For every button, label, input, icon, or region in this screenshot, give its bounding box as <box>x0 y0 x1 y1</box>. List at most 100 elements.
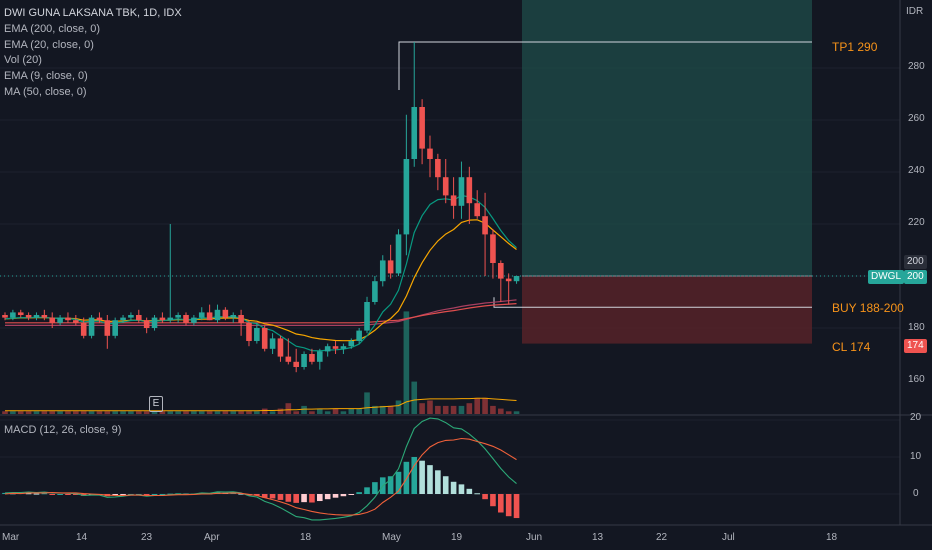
macd-histogram-bar <box>411 457 418 494</box>
macd-histogram-bar <box>41 493 48 495</box>
candle-body <box>317 351 323 362</box>
volume-bar <box>198 411 205 414</box>
macd-histogram-bar <box>340 494 347 497</box>
macd-histogram-bar <box>458 484 465 494</box>
macd-histogram-bar <box>301 494 307 503</box>
candle-body <box>293 361 299 367</box>
macd-histogram-bar <box>277 494 284 500</box>
candle-body <box>191 317 197 323</box>
indicator-legend: DWI GUNA LAKSANA TBK, 1D, IDX EMA (200, … <box>4 6 182 101</box>
macd-histogram-bar <box>57 494 63 495</box>
macd-histogram-bar <box>419 460 425 494</box>
volume-bar <box>25 411 32 414</box>
volume-bar <box>151 411 158 414</box>
volume-bar <box>269 411 276 414</box>
candle-body <box>254 328 260 341</box>
volume-bar <box>10 411 16 414</box>
macd-histogram-bar <box>317 494 323 502</box>
candle-body <box>238 315 244 323</box>
legend-volume[interactable]: Vol (20) <box>4 54 42 67</box>
candle-body <box>88 317 95 336</box>
volume-bar <box>513 411 520 414</box>
candle-body <box>498 263 504 279</box>
volume-bar <box>143 411 150 414</box>
volume-bar <box>191 411 197 414</box>
legend-ema20[interactable]: EMA (20, close, 0) <box>4 38 94 51</box>
candle-body <box>324 346 331 352</box>
volume-bar <box>254 411 260 414</box>
macd-histogram-bar <box>285 494 292 502</box>
macd-histogram-bar <box>395 471 402 494</box>
macd-histogram-bar <box>120 494 126 495</box>
candle-body <box>128 315 134 318</box>
macd-histogram-bar <box>442 476 449 494</box>
candle-body <box>419 107 425 149</box>
level-200-badge: 200 <box>904 255 927 269</box>
macd-histogram-bar <box>293 494 299 503</box>
time-tick: 23 <box>141 532 153 543</box>
volume-bar <box>450 405 457 414</box>
candle-body <box>379 260 386 282</box>
macd-histogram-bar <box>490 494 496 507</box>
volume-bar <box>120 411 126 414</box>
macd-histogram-bar <box>49 494 56 495</box>
volume-bar <box>285 403 292 414</box>
candle-body <box>332 346 339 349</box>
signal-line <box>4 437 517 516</box>
time-tick: 14 <box>76 532 88 543</box>
macd-histogram-bar <box>269 494 276 499</box>
candle-body <box>411 107 418 159</box>
volume-bar <box>112 411 118 414</box>
candle-body <box>25 315 32 318</box>
volume-bar <box>324 411 331 414</box>
macd-tick: 20 <box>910 412 922 423</box>
candle-body <box>458 177 465 206</box>
macd-histogram-bar <box>309 494 315 503</box>
volume-bar <box>309 411 315 414</box>
earnings-marker[interactable]: E <box>149 396 163 412</box>
candle-body <box>261 328 268 349</box>
candle-body <box>104 320 111 336</box>
macd-histogram-bar <box>151 494 158 495</box>
macd-histogram-bar <box>498 494 504 513</box>
legend-ema9[interactable]: EMA (9, close, 0) <box>4 70 88 83</box>
candle-body <box>246 322 252 341</box>
candle-body <box>356 330 362 341</box>
price-tick: 160 <box>908 374 925 385</box>
volume-bar <box>372 405 378 414</box>
volume-bar <box>427 400 433 414</box>
macd-histogram-bar <box>112 494 118 496</box>
macd-histogram-bar <box>167 493 174 495</box>
ticker-badge: DWGL <box>868 270 904 284</box>
time-tick: Apr <box>204 532 220 543</box>
candle-body <box>435 159 441 178</box>
candle-body <box>183 315 189 323</box>
volume-bar <box>73 411 79 414</box>
buy-annotation: BUY 188-200 <box>832 301 904 315</box>
candle-body <box>57 317 63 323</box>
volume-bar <box>466 403 473 414</box>
time-tick: Mar <box>2 532 20 543</box>
volume-bar <box>293 411 299 414</box>
macd-tick: 0 <box>913 488 919 499</box>
candle-body <box>301 354 307 367</box>
macd-histogram-bar <box>435 470 441 494</box>
volume-bar <box>159 411 166 414</box>
macd-histogram-bar <box>505 494 512 517</box>
macd-legend[interactable]: MACD (12, 26, close, 9) <box>4 424 122 436</box>
candle-body <box>198 312 205 318</box>
candle-body <box>65 317 71 321</box>
volume-bar <box>301 405 307 414</box>
volume-bar <box>96 411 103 414</box>
volume-bar <box>214 411 221 414</box>
legend-ema200[interactable]: EMA (200, close, 0) <box>4 22 100 35</box>
candle-body <box>387 260 394 274</box>
macd-histogram-bar <box>356 492 362 494</box>
volume-bar <box>2 411 8 414</box>
legend-ma50[interactable]: MA (50, close, 0) <box>4 85 87 98</box>
volume-bar <box>41 411 48 414</box>
volume-bar <box>57 411 63 414</box>
candle-body <box>96 317 103 321</box>
candle-body <box>159 317 166 321</box>
